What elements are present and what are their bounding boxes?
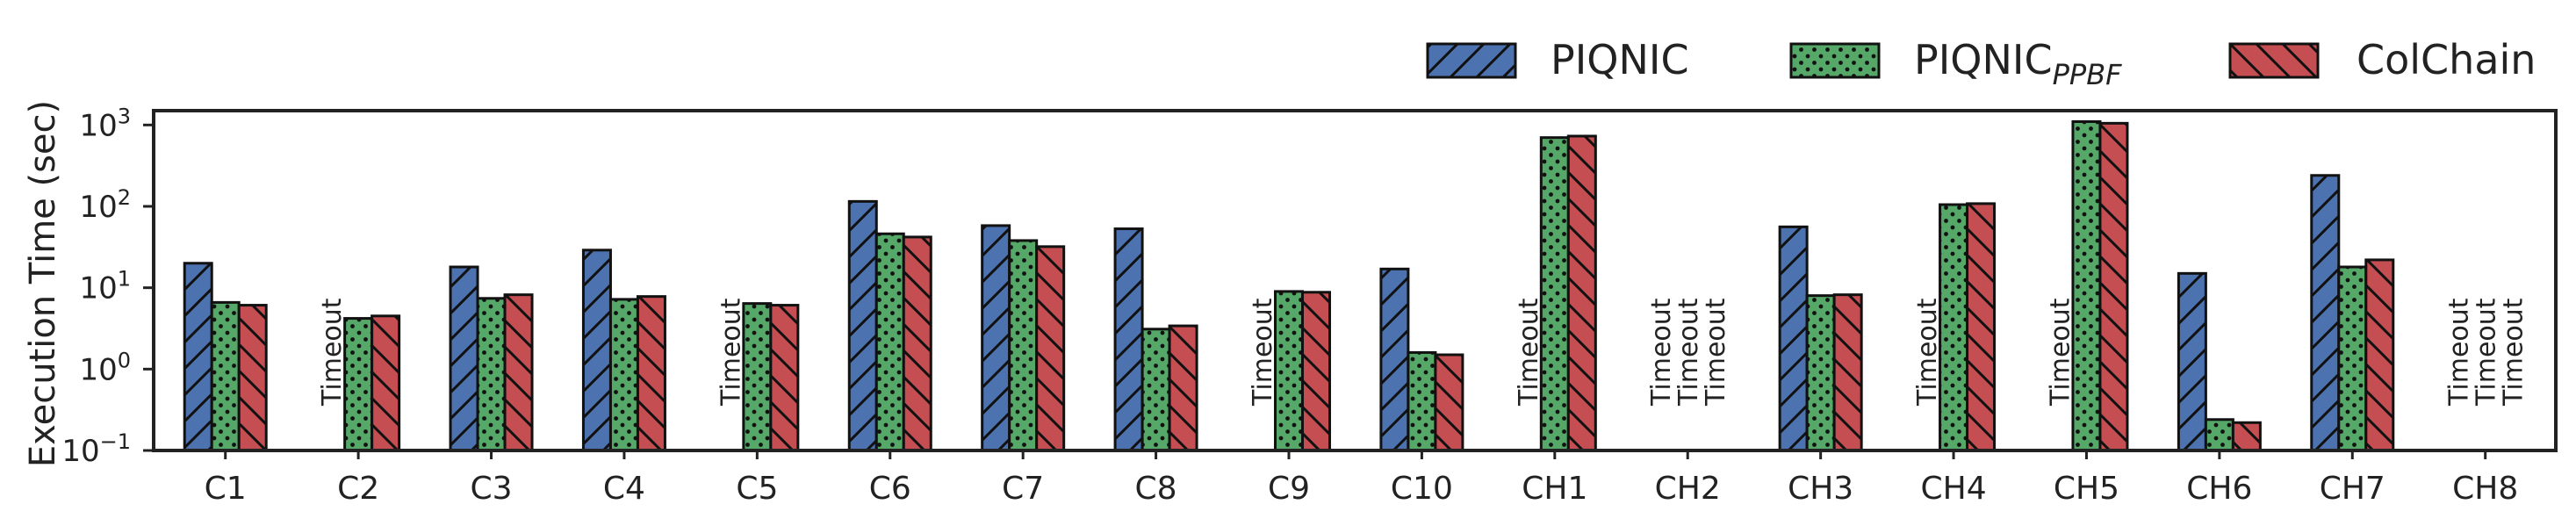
timeout-label: Timeout — [2472, 298, 2502, 407]
y-axis-ticks: 10−1 100 101 102 103 — [61, 104, 154, 469]
bar — [902, 235, 932, 452]
x-tick-label: C6 — [869, 471, 911, 507]
bar — [1035, 245, 1066, 452]
x-axis-ticks: C1 C2 C3 C4 C5 C6 C7 C8 C9 C10 CH1 CH2 CH3 CH4 CH5 CH6 C… — [205, 450, 2518, 507]
legend-swatch-piqnic — [1426, 42, 1517, 79]
bar — [2337, 265, 2368, 452]
legend-swatch-piqnic-ppbf — [1789, 42, 1881, 79]
bar — [1273, 290, 1304, 452]
bar — [237, 304, 268, 452]
legend-label-piqnic: PIQNIC — [1551, 36, 1689, 83]
bar — [1832, 293, 1863, 452]
bar — [742, 302, 773, 452]
bar — [2177, 271, 2207, 452]
y-tick-label: 102 — [79, 185, 131, 225]
bar — [183, 262, 213, 452]
timeout-label: Timeout — [1673, 298, 1704, 407]
x-tick-label: CH3 — [1788, 471, 1853, 507]
bar — [1566, 134, 1597, 452]
bar — [1008, 239, 1039, 452]
x-tick-label: C8 — [1135, 471, 1177, 507]
bar — [2071, 119, 2102, 452]
legend-item-piqnic: PIQNIC — [1426, 36, 1689, 83]
bar — [1379, 267, 1410, 452]
timeout-labels: Timeout Timeout Timeout Timeout TimeoutTimeo… — [317, 298, 2529, 407]
x-tick-label: C4 — [603, 471, 645, 507]
bar — [608, 298, 639, 452]
x-tick-label: C7 — [1002, 471, 1044, 507]
y-tick-label: 103 — [79, 104, 131, 143]
timeout-label: Timeout — [1646, 298, 1677, 407]
bar — [1113, 227, 1144, 452]
timeout-label: Timeout — [2444, 298, 2475, 407]
bar — [2204, 418, 2234, 452]
x-tick-label: CH4 — [1920, 471, 1986, 507]
bar — [2364, 258, 2395, 452]
x-tick-label: CH5 — [2054, 471, 2119, 507]
y-axis-label: Execution Time (sec) — [23, 100, 63, 467]
bar — [1778, 225, 1809, 452]
legend-swatch-colchain — [2228, 42, 2320, 79]
bar — [2310, 174, 2341, 452]
timeout-label: Timeout — [1248, 298, 1278, 407]
x-tick-label: C9 — [1268, 471, 1310, 507]
timeout-label: Timeout — [716, 298, 746, 407]
bar — [2231, 421, 2262, 452]
bars — [183, 119, 2395, 452]
timeout-label: Timeout — [2045, 298, 2076, 407]
legend-label-piqnic-ppbf: PIQNICPPBF — [1914, 36, 2122, 91]
bar — [1140, 328, 1171, 452]
legend-item-colchain: ColChain — [2228, 36, 2536, 83]
legend-label-colchain: ColChain — [2357, 36, 2536, 83]
bar — [847, 199, 878, 452]
x-tick-label: CH2 — [1655, 471, 1721, 507]
x-tick-label: C5 — [736, 471, 778, 507]
x-tick-label: C2 — [337, 471, 379, 507]
plot-frame — [152, 109, 2558, 452]
bar — [1966, 202, 1997, 452]
bar — [1168, 324, 1198, 452]
bar — [769, 304, 800, 452]
legend-label-subscript: PPBF — [2053, 58, 2123, 91]
bar — [1939, 203, 1969, 452]
bar — [1434, 353, 1464, 452]
bar — [874, 232, 905, 452]
timeout-label: Timeout — [2499, 298, 2529, 407]
bar — [981, 224, 1011, 452]
x-tick-label: C10 — [1391, 471, 1453, 507]
bar — [210, 300, 241, 452]
legend: PIQNIC PIQNICPPBF ColChain — [1426, 36, 2536, 91]
bar — [581, 249, 612, 452]
y-tick-label: 10−1 — [61, 429, 131, 469]
y-tick-label: 101 — [79, 267, 131, 306]
x-tick-label: CH7 — [2320, 471, 2385, 507]
bar — [636, 295, 666, 452]
bar — [1407, 350, 1437, 452]
x-tick-label: C3 — [471, 471, 513, 507]
timeout-label: Timeout — [1912, 298, 1943, 407]
x-tick-label: CH6 — [2186, 471, 2252, 507]
timeout-label: Timeout — [1514, 298, 1544, 407]
bar — [343, 317, 374, 452]
bar — [1539, 136, 1570, 452]
bar — [503, 293, 534, 452]
y-tick-label: 100 — [79, 348, 131, 387]
bar — [1805, 294, 1836, 452]
timeout-label: Timeout — [1701, 298, 1731, 407]
legend-item-piqnic-ppbf: PIQNICPPBF — [1789, 36, 2122, 91]
bar — [476, 297, 507, 452]
x-tick-label: C1 — [205, 471, 247, 507]
bar — [371, 314, 401, 452]
x-tick-label: CH1 — [1522, 471, 1587, 507]
timeout-label: Timeout — [317, 298, 348, 407]
bar — [2098, 121, 2129, 452]
bar — [449, 265, 479, 452]
x-tick-label: CH8 — [2452, 471, 2518, 507]
bar — [1300, 291, 1331, 452]
